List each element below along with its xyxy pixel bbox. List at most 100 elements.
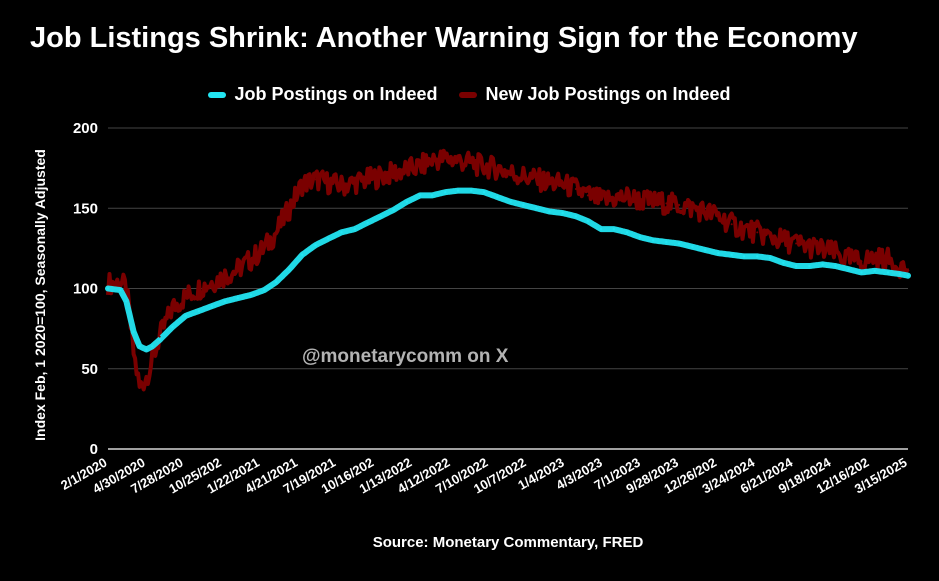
data-point-new-job-postings	[873, 257, 876, 260]
data-point-job-postings	[223, 300, 227, 303]
data-point-job-postings	[444, 191, 447, 194]
data-point-job-postings	[794, 264, 798, 268]
data-point-new-job-postings	[860, 260, 863, 263]
data-point-new-job-postings	[769, 236, 772, 239]
data-point-new-job-postings	[288, 207, 291, 210]
data-point-new-job-postings	[392, 171, 395, 174]
data-point-new-job-postings	[119, 281, 122, 284]
data-point-new-job-postings	[301, 183, 304, 186]
data-point-new-job-postings	[125, 287, 128, 290]
data-point-new-job-postings	[808, 245, 811, 248]
data-point-new-job-postings	[379, 175, 382, 178]
legend-label-job-postings: Job Postings on Indeed	[234, 84, 438, 104]
data-point-new-job-postings	[327, 181, 330, 184]
data-point-job-postings	[886, 271, 890, 274]
data-point-new-job-postings	[730, 223, 733, 226]
data-point-job-postings	[327, 237, 330, 240]
data-point-new-job-postings	[263, 247, 266, 250]
data-point-job-postings	[625, 231, 629, 234]
data-point-job-postings	[691, 245, 694, 248]
data-point-new-job-postings	[340, 184, 343, 187]
data-point-job-postings	[274, 280, 278, 284]
data-point-job-postings	[898, 272, 902, 276]
y-tick-label: 100	[73, 281, 98, 298]
data-point-job-postings	[730, 253, 733, 256]
data-point-job-postings	[405, 200, 409, 204]
legend-item-job-postings[interactable]: Job Postings on Indeed	[208, 84, 437, 105]
y-tick-label: 150	[73, 200, 98, 217]
data-point-job-postings	[821, 263, 824, 266]
data-point-job-postings	[171, 325, 174, 329]
data-point-new-job-postings	[366, 178, 369, 181]
data-point-new-job-postings	[691, 207, 694, 210]
data-point-new-job-postings	[250, 258, 253, 261]
data-point-job-postings	[353, 227, 356, 231]
data-point-job-postings	[586, 219, 590, 223]
data-point-job-postings	[873, 269, 876, 273]
data-point-new-job-postings	[444, 157, 447, 160]
data-point-job-postings	[742, 255, 746, 258]
data-point-job-postings	[236, 296, 239, 300]
data-point-new-job-postings	[145, 375, 148, 378]
data-point-new-job-postings	[821, 248, 824, 251]
data-point-new-job-postings	[847, 258, 850, 261]
data-point-job-postings	[834, 264, 837, 268]
data-point-new-job-postings	[886, 258, 889, 261]
data-point-job-postings	[197, 309, 201, 313]
data-point-new-job-postings	[586, 194, 589, 197]
data-point-job-postings	[665, 240, 668, 244]
data-point-job-postings	[249, 293, 253, 297]
data-point-job-postings	[138, 345, 141, 348]
data-point-job-postings	[768, 256, 772, 260]
data-point-new-job-postings	[107, 282, 109, 285]
data-point-job-postings	[132, 330, 135, 334]
data-point-new-job-postings	[223, 274, 226, 277]
data-point-new-job-postings	[665, 202, 668, 205]
legend-label-new-job-postings: New Job Postings on Indeed	[485, 84, 731, 104]
data-point-new-job-postings	[509, 171, 512, 174]
data-point-job-postings	[548, 210, 551, 213]
data-point-new-job-postings	[612, 197, 615, 200]
legend-item-new-job-postings[interactable]: New Job Postings on Indeed	[459, 84, 731, 105]
data-point-job-postings	[106, 287, 110, 290]
data-point-new-job-postings	[496, 167, 499, 170]
data-point-job-postings	[509, 200, 512, 204]
source-note: Source: Monetary Commentary, FRED	[372, 534, 644, 551]
data-point-job-postings	[522, 203, 525, 207]
data-point-new-job-postings	[678, 204, 681, 207]
data-point-new-job-postings	[184, 295, 187, 298]
series-line-job-postings	[105, 187, 911, 353]
data-point-new-job-postings	[600, 199, 603, 202]
data-point-job-postings	[125, 300, 128, 303]
data-point-new-job-postings	[138, 387, 141, 390]
data-point-job-postings	[860, 271, 863, 274]
data-point-new-job-postings	[548, 181, 551, 184]
data-point-job-postings	[808, 264, 811, 268]
data-point-new-job-postings	[795, 242, 798, 245]
data-point-job-postings	[314, 243, 317, 247]
data-point-job-postings	[418, 194, 422, 197]
data-point-new-job-postings	[171, 306, 174, 309]
data-point-new-job-postings	[275, 231, 278, 234]
data-point-new-job-postings	[717, 215, 720, 218]
data-point-new-job-postings	[483, 165, 486, 168]
data-point-new-job-postings	[704, 210, 707, 213]
data-point-job-postings	[782, 261, 785, 265]
data-point-job-postings	[717, 251, 720, 255]
data-point-new-job-postings	[158, 335, 161, 338]
data-point-new-job-postings	[782, 239, 785, 242]
data-point-job-postings	[184, 314, 187, 317]
y-tick-label: 0	[90, 441, 98, 458]
data-point-job-postings	[263, 288, 266, 292]
data-point-job-postings	[847, 268, 850, 271]
data-point-job-postings	[612, 227, 616, 231]
data-point-new-job-postings	[314, 178, 317, 181]
data-point-new-job-postings	[405, 168, 408, 171]
data-point-job-postings	[561, 211, 564, 215]
data-point-new-job-postings	[638, 199, 641, 202]
data-point-new-job-postings	[353, 181, 356, 184]
data-point-job-postings	[574, 215, 578, 218]
data-point-job-postings	[430, 194, 434, 197]
data-point-job-postings	[158, 338, 161, 342]
y-tick-label: 50	[81, 361, 98, 378]
